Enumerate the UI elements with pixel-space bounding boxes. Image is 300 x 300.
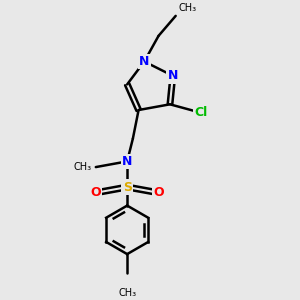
Text: N: N bbox=[168, 69, 178, 82]
Text: N: N bbox=[139, 55, 149, 68]
Text: O: O bbox=[91, 186, 101, 199]
Text: S: S bbox=[123, 181, 132, 194]
Text: CH₃: CH₃ bbox=[74, 162, 92, 172]
Text: N: N bbox=[122, 155, 132, 168]
Text: CH₃: CH₃ bbox=[178, 3, 197, 13]
Text: Cl: Cl bbox=[195, 106, 208, 119]
Text: CH₃: CH₃ bbox=[118, 288, 136, 298]
Text: O: O bbox=[153, 186, 164, 199]
